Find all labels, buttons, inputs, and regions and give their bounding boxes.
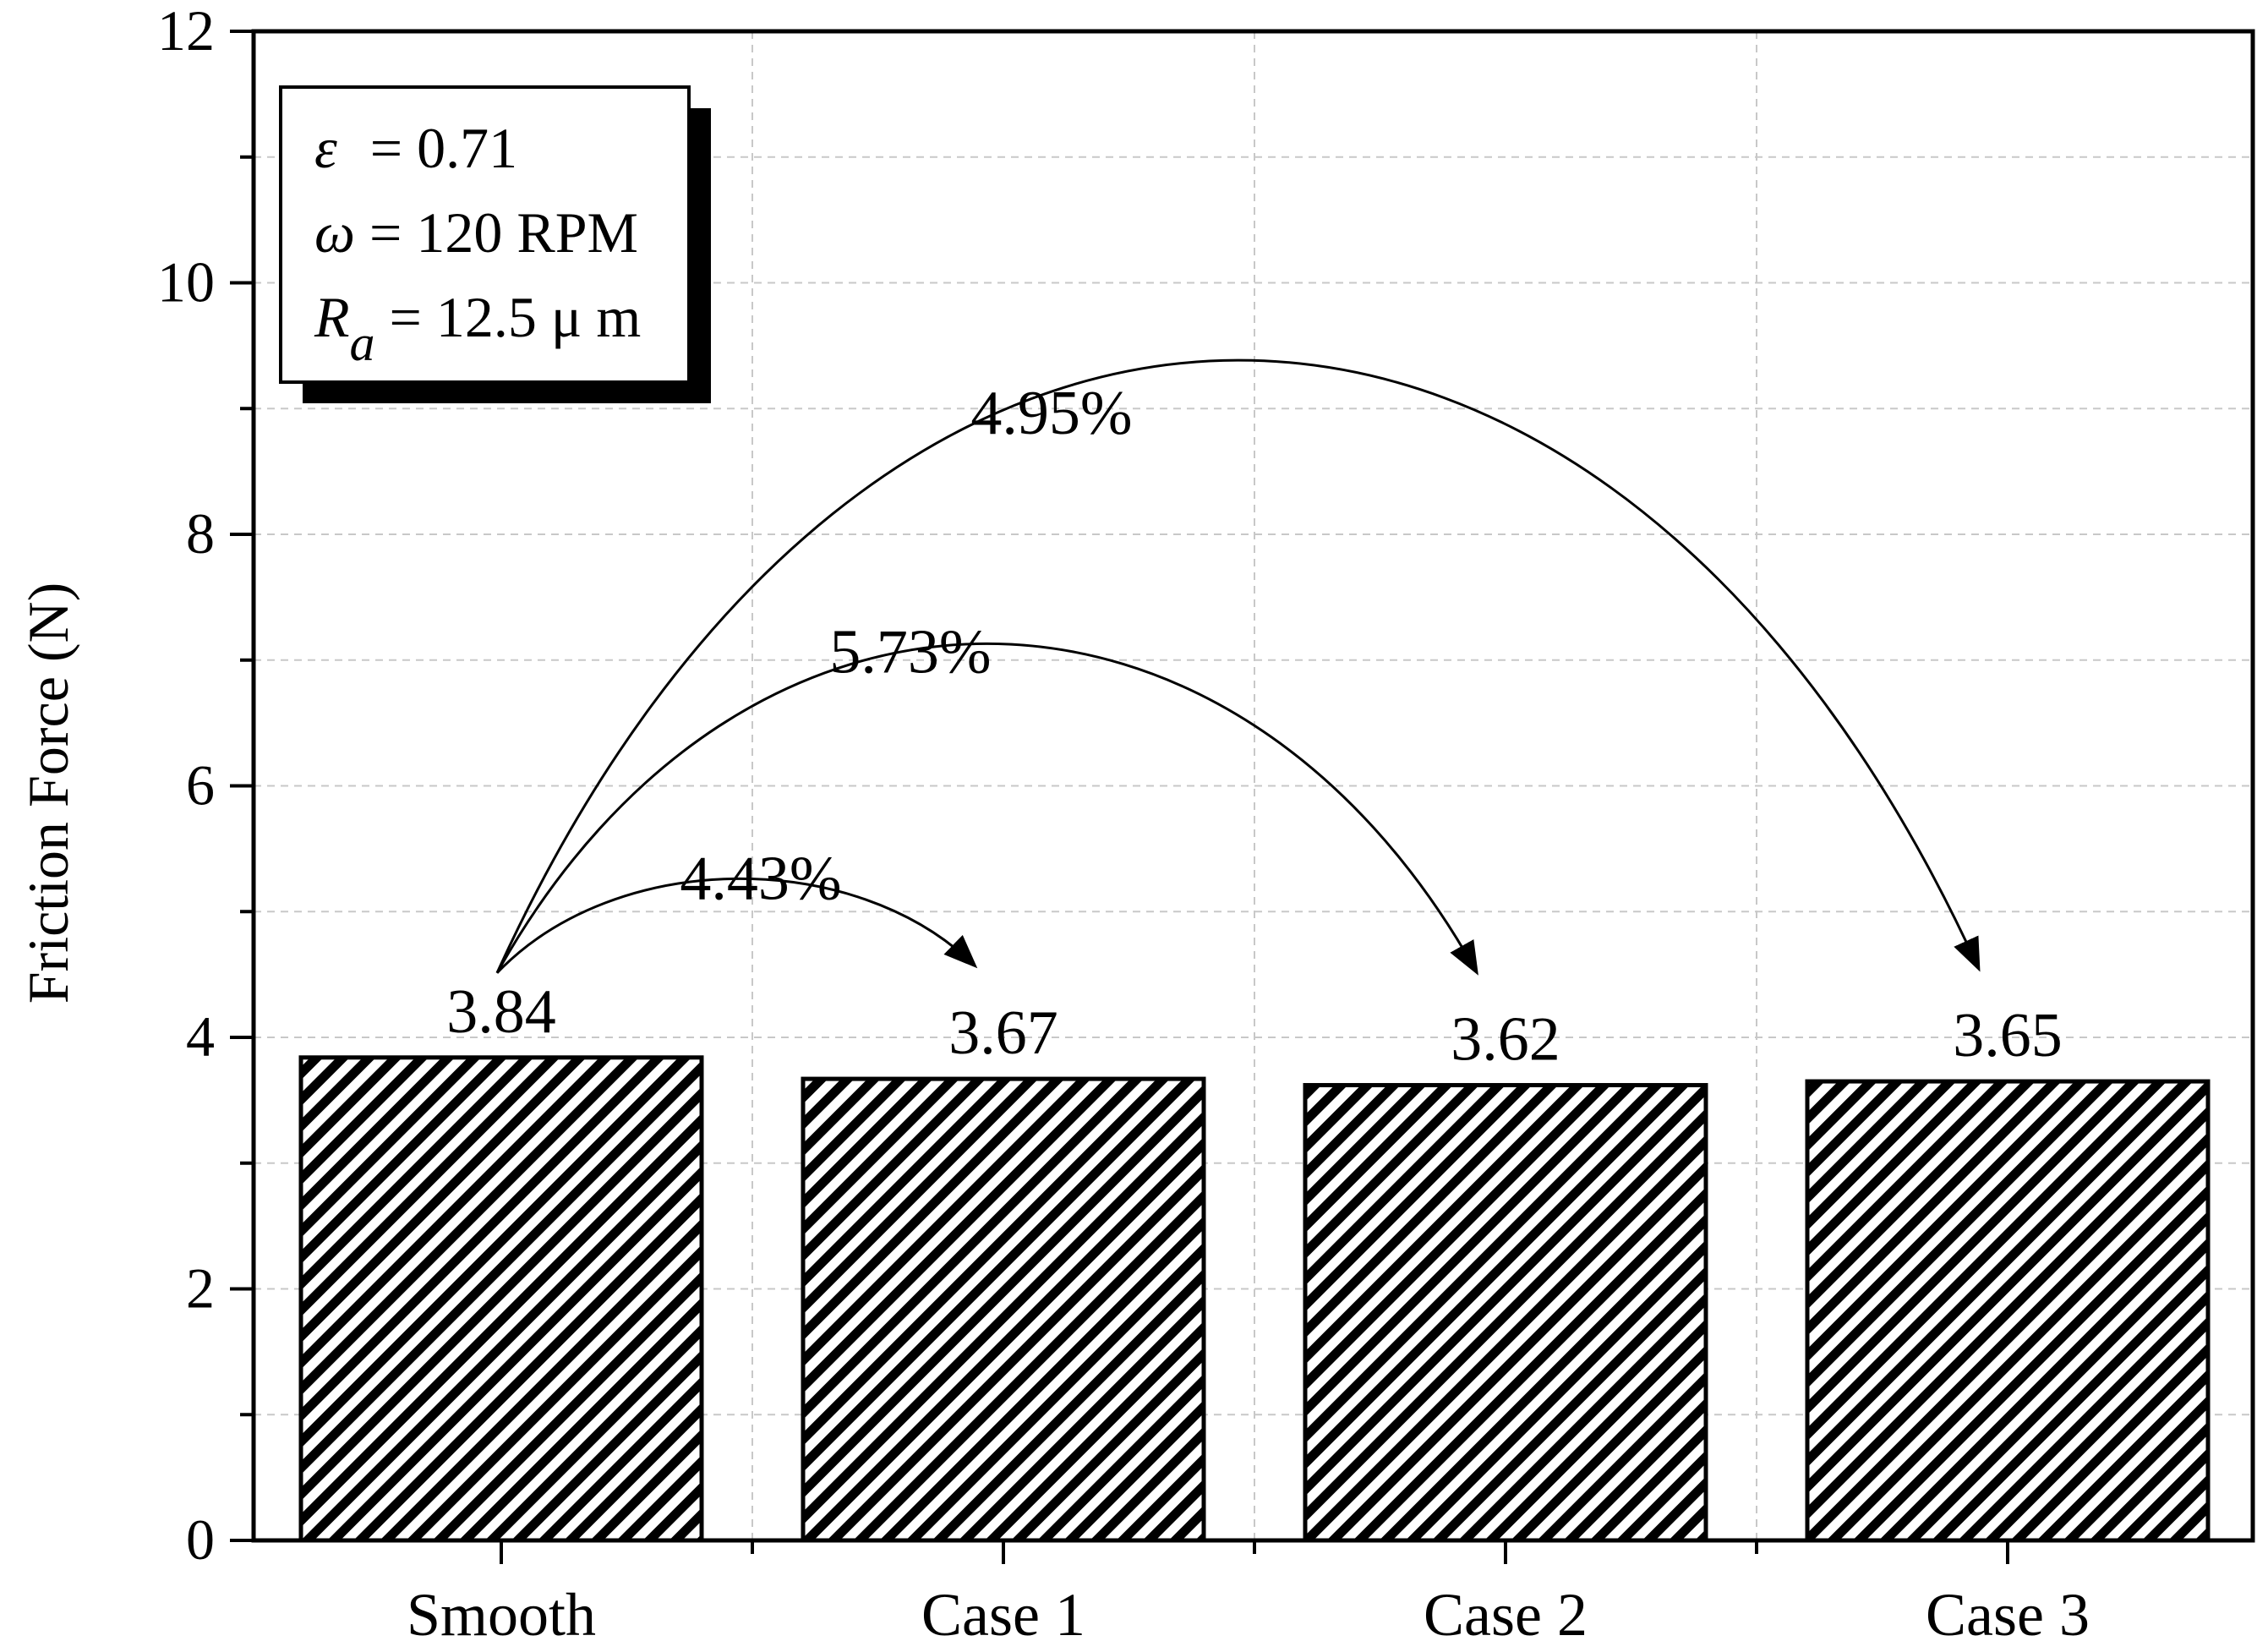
bar-smooth <box>298 1055 704 1543</box>
speed-value: = 120 RPM <box>355 200 638 265</box>
y-tick-label: 12 <box>157 0 215 63</box>
legend-frame <box>279 85 691 384</box>
legend-line-roughness: Ra = 12.5 μ m <box>314 285 641 371</box>
percent-reduction-label: 5.73% <box>829 618 991 687</box>
legend-line-eccentricity: ε = 0.71 <box>314 116 517 180</box>
percent-reduction-label: 4.95% <box>970 379 1132 448</box>
percent-annotations: 4.43% 5.73% 4.95% <box>495 358 1981 976</box>
bar-case-1 <box>801 1076 1206 1543</box>
arrow-smooth-to-case-3 <box>495 358 1981 974</box>
bars <box>298 1055 2211 1543</box>
legend-box: ε = 0.71 ω = 120 RPM Ra = 12.5 μ m <box>279 85 711 403</box>
y-tick-label: 6 <box>186 753 215 818</box>
y-axis-title: Friction Force (N) <box>16 583 80 1004</box>
roughness-symbol: R <box>314 285 350 349</box>
arrow-smooth-to-case-1 <box>495 877 978 974</box>
epsilon-symbol: ε <box>314 116 337 180</box>
y-tick-label: 4 <box>186 1004 215 1069</box>
data-label: 3.67 <box>948 998 1058 1068</box>
percent-reduction-label: 4.43% <box>680 844 841 913</box>
legend-line-speed: ω = 120 RPM <box>314 200 638 265</box>
arrow-smooth-to-case-2 <box>495 643 1478 976</box>
x-category-label: Case 2 <box>1424 1581 1588 1648</box>
bar-case-2 <box>1303 1083 1708 1543</box>
y-tick-label: 8 <box>186 501 215 566</box>
data-label: 3.65 <box>1953 1001 2063 1070</box>
x-category-label: Case 3 <box>1926 1581 2090 1648</box>
data-label: 3.84 <box>446 977 556 1047</box>
y-tick-label: 2 <box>186 1256 215 1321</box>
roughness-subscript: a <box>350 315 375 371</box>
axis-ticks <box>230 30 2009 1564</box>
bar-case-3 <box>1805 1079 2211 1543</box>
x-category-label: Smooth <box>407 1581 596 1648</box>
y-tick-label: 10 <box>157 250 215 315</box>
data-label: 3.62 <box>1451 1005 1560 1075</box>
y-tick-label: 0 <box>186 1507 215 1572</box>
eccentricity-value: = 0.71 <box>356 116 517 180</box>
x-category-label: Case 1 <box>921 1581 1085 1648</box>
omega-symbol: ω <box>314 200 355 265</box>
roughness-value: = 12.5 μ m <box>375 285 642 349</box>
labels: 3.84 3.67 3.62 3.65 0 2 4 6 8 10 12 Smooth Case 1 Cas… <box>157 0 2090 1649</box>
